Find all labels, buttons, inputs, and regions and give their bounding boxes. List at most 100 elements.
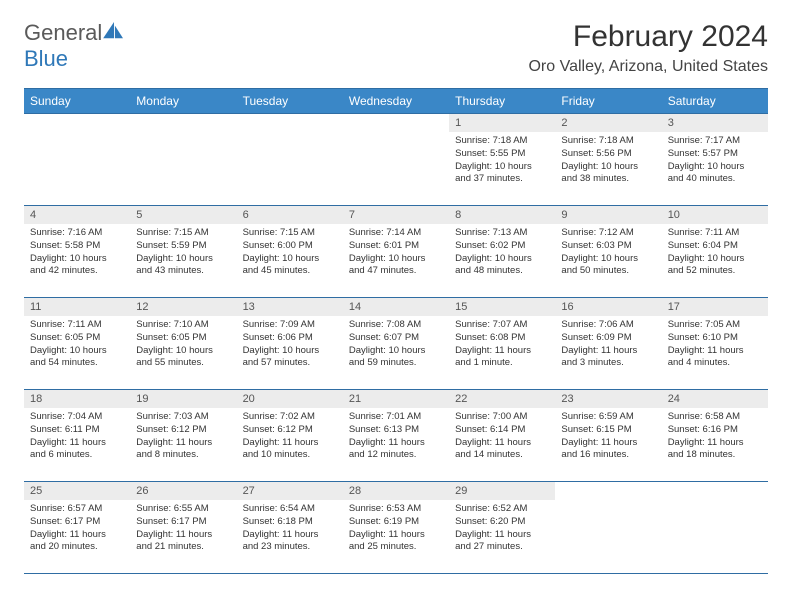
day-details: Sunrise: 6:54 AMSunset: 6:18 PMDaylight:… <box>237 500 343 558</box>
day-number: 7 <box>343 206 449 224</box>
calendar-body: 1Sunrise: 7:18 AMSunset: 5:55 PMDaylight… <box>24 114 768 574</box>
day-details: Sunrise: 6:52 AMSunset: 6:20 PMDaylight:… <box>449 500 555 558</box>
day-number: 12 <box>130 298 236 316</box>
day-cell: 3Sunrise: 7:17 AMSunset: 5:57 PMDaylight… <box>662 114 768 206</box>
calendar-row: 11Sunrise: 7:11 AMSunset: 6:05 PMDayligh… <box>24 298 768 390</box>
day-number: 27 <box>237 482 343 500</box>
day-cell: 9Sunrise: 7:12 AMSunset: 6:03 PMDaylight… <box>555 206 661 298</box>
calendar-head: SundayMondayTuesdayWednesdayThursdayFrid… <box>24 89 768 114</box>
day-details: Sunrise: 7:13 AMSunset: 6:02 PMDaylight:… <box>449 224 555 282</box>
day-details: Sunrise: 7:08 AMSunset: 6:07 PMDaylight:… <box>343 316 449 374</box>
day-cell: 4Sunrise: 7:16 AMSunset: 5:58 PMDaylight… <box>24 206 130 298</box>
empty-cell <box>343 114 449 206</box>
day-details: Sunrise: 6:53 AMSunset: 6:19 PMDaylight:… <box>343 500 449 558</box>
day-details: Sunrise: 7:14 AMSunset: 6:01 PMDaylight:… <box>343 224 449 282</box>
day-number: 6 <box>237 206 343 224</box>
day-number: 25 <box>24 482 130 500</box>
calendar-row: 1Sunrise: 7:18 AMSunset: 5:55 PMDaylight… <box>24 114 768 206</box>
day-cell: 29Sunrise: 6:52 AMSunset: 6:20 PMDayligh… <box>449 482 555 574</box>
day-number: 22 <box>449 390 555 408</box>
day-cell: 16Sunrise: 7:06 AMSunset: 6:09 PMDayligh… <box>555 298 661 390</box>
calendar-row: 18Sunrise: 7:04 AMSunset: 6:11 PMDayligh… <box>24 390 768 482</box>
weekday-header: Friday <box>555 89 661 114</box>
header: General Blue February 2024 Oro Valley, A… <box>24 20 768 76</box>
day-cell: 15Sunrise: 7:07 AMSunset: 6:08 PMDayligh… <box>449 298 555 390</box>
day-number: 28 <box>343 482 449 500</box>
day-number: 13 <box>237 298 343 316</box>
weekday-row: SundayMondayTuesdayWednesdayThursdayFrid… <box>24 89 768 114</box>
location-label: Oro Valley, Arizona, United States <box>528 58 768 76</box>
day-details: Sunrise: 6:59 AMSunset: 6:15 PMDaylight:… <box>555 408 661 466</box>
weekday-header: Tuesday <box>237 89 343 114</box>
empty-cell <box>662 482 768 574</box>
day-details: Sunrise: 7:16 AMSunset: 5:58 PMDaylight:… <box>24 224 130 282</box>
day-details: Sunrise: 7:17 AMSunset: 5:57 PMDaylight:… <box>662 132 768 190</box>
day-number: 29 <box>449 482 555 500</box>
calendar-row: 4Sunrise: 7:16 AMSunset: 5:58 PMDaylight… <box>24 206 768 298</box>
day-details: Sunrise: 7:15 AMSunset: 6:00 PMDaylight:… <box>237 224 343 282</box>
day-number: 24 <box>662 390 768 408</box>
day-details: Sunrise: 7:00 AMSunset: 6:14 PMDaylight:… <box>449 408 555 466</box>
weekday-header: Saturday <box>662 89 768 114</box>
day-cell: 21Sunrise: 7:01 AMSunset: 6:13 PMDayligh… <box>343 390 449 482</box>
day-details: Sunrise: 7:06 AMSunset: 6:09 PMDaylight:… <box>555 316 661 374</box>
day-cell: 6Sunrise: 7:15 AMSunset: 6:00 PMDaylight… <box>237 206 343 298</box>
day-number: 9 <box>555 206 661 224</box>
empty-cell <box>555 482 661 574</box>
day-number: 19 <box>130 390 236 408</box>
weekday-header: Monday <box>130 89 236 114</box>
day-cell: 7Sunrise: 7:14 AMSunset: 6:01 PMDaylight… <box>343 206 449 298</box>
day-details: Sunrise: 7:15 AMSunset: 5:59 PMDaylight:… <box>130 224 236 282</box>
day-cell: 11Sunrise: 7:11 AMSunset: 6:05 PMDayligh… <box>24 298 130 390</box>
day-number: 20 <box>237 390 343 408</box>
empty-cell <box>24 114 130 206</box>
day-number: 15 <box>449 298 555 316</box>
day-details: Sunrise: 7:07 AMSunset: 6:08 PMDaylight:… <box>449 316 555 374</box>
day-cell: 27Sunrise: 6:54 AMSunset: 6:18 PMDayligh… <box>237 482 343 574</box>
day-cell: 10Sunrise: 7:11 AMSunset: 6:04 PMDayligh… <box>662 206 768 298</box>
day-details: Sunrise: 7:04 AMSunset: 6:11 PMDaylight:… <box>24 408 130 466</box>
day-cell: 14Sunrise: 7:08 AMSunset: 6:07 PMDayligh… <box>343 298 449 390</box>
day-cell: 20Sunrise: 7:02 AMSunset: 6:12 PMDayligh… <box>237 390 343 482</box>
day-details: Sunrise: 6:57 AMSunset: 6:17 PMDaylight:… <box>24 500 130 558</box>
day-number: 14 <box>343 298 449 316</box>
day-number: 4 <box>24 206 130 224</box>
empty-cell <box>130 114 236 206</box>
day-details: Sunrise: 7:12 AMSunset: 6:03 PMDaylight:… <box>555 224 661 282</box>
day-number: 23 <box>555 390 661 408</box>
day-details: Sunrise: 7:18 AMSunset: 5:55 PMDaylight:… <box>449 132 555 190</box>
day-cell: 1Sunrise: 7:18 AMSunset: 5:55 PMDaylight… <box>449 114 555 206</box>
day-cell: 22Sunrise: 7:00 AMSunset: 6:14 PMDayligh… <box>449 390 555 482</box>
day-cell: 19Sunrise: 7:03 AMSunset: 6:12 PMDayligh… <box>130 390 236 482</box>
title-block: February 2024 Oro Valley, Arizona, Unite… <box>528 20 768 76</box>
day-number: 5 <box>130 206 236 224</box>
day-details: Sunrise: 7:05 AMSunset: 6:10 PMDaylight:… <box>662 316 768 374</box>
day-number: 21 <box>343 390 449 408</box>
day-number: 2 <box>555 114 661 132</box>
weekday-header: Wednesday <box>343 89 449 114</box>
calendar-table: SundayMondayTuesdayWednesdayThursdayFrid… <box>24 88 768 574</box>
day-number: 8 <box>449 206 555 224</box>
logo-sail-icon <box>103 22 125 40</box>
day-details: Sunrise: 7:18 AMSunset: 5:56 PMDaylight:… <box>555 132 661 190</box>
day-number: 11 <box>24 298 130 316</box>
day-number: 18 <box>24 390 130 408</box>
day-number: 16 <box>555 298 661 316</box>
day-number: 17 <box>662 298 768 316</box>
day-details: Sunrise: 7:09 AMSunset: 6:06 PMDaylight:… <box>237 316 343 374</box>
day-cell: 23Sunrise: 6:59 AMSunset: 6:15 PMDayligh… <box>555 390 661 482</box>
weekday-header: Thursday <box>449 89 555 114</box>
day-number: 10 <box>662 206 768 224</box>
day-cell: 2Sunrise: 7:18 AMSunset: 5:56 PMDaylight… <box>555 114 661 206</box>
day-details: Sunrise: 7:10 AMSunset: 6:05 PMDaylight:… <box>130 316 236 374</box>
day-number: 3 <box>662 114 768 132</box>
day-cell: 5Sunrise: 7:15 AMSunset: 5:59 PMDaylight… <box>130 206 236 298</box>
day-cell: 8Sunrise: 7:13 AMSunset: 6:02 PMDaylight… <box>449 206 555 298</box>
logo-text-blue: Blue <box>24 46 68 71</box>
day-cell: 26Sunrise: 6:55 AMSunset: 6:17 PMDayligh… <box>130 482 236 574</box>
day-number: 26 <box>130 482 236 500</box>
weekday-header: Sunday <box>24 89 130 114</box>
day-number: 1 <box>449 114 555 132</box>
calendar-row: 25Sunrise: 6:57 AMSunset: 6:17 PMDayligh… <box>24 482 768 574</box>
day-cell: 24Sunrise: 6:58 AMSunset: 6:16 PMDayligh… <box>662 390 768 482</box>
